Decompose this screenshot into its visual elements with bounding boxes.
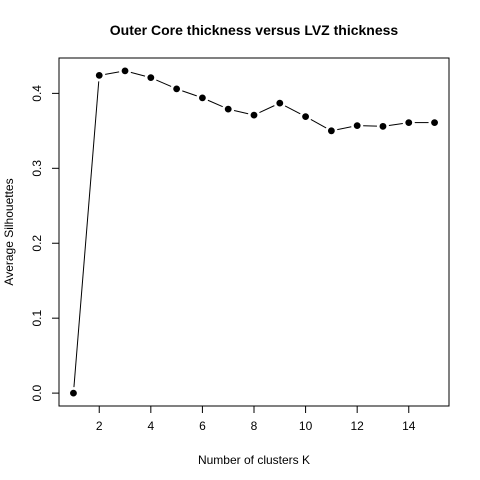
series-segment — [259, 105, 275, 114]
x-tick-label: 2 — [96, 419, 103, 433]
y-tick-label: 0.0 — [30, 384, 44, 401]
x-tick-label: 10 — [299, 419, 313, 433]
series-segment — [337, 126, 352, 131]
data-point — [379, 122, 387, 130]
data-point — [121, 67, 129, 75]
series-segment — [284, 105, 301, 115]
series-layer — [70, 67, 438, 397]
data-point — [173, 85, 181, 93]
data-point — [224, 105, 232, 113]
x-tick-label: 14 — [402, 419, 416, 433]
data-point — [199, 94, 206, 102]
data-point — [250, 111, 258, 119]
data-point — [353, 122, 361, 129]
x-tick-label: 4 — [147, 419, 154, 433]
plot-frame — [58, 57, 450, 407]
series-segment — [130, 71, 146, 77]
x-tick-label: 6 — [199, 419, 206, 433]
series-segment — [233, 109, 249, 115]
data-point — [95, 71, 103, 79]
data-point — [405, 119, 413, 126]
series-segment — [388, 122, 403, 126]
x-tick-label: 12 — [350, 419, 364, 433]
chart-title: Outer Core thickness versus LVZ thicknes… — [110, 22, 399, 38]
series-segment — [105, 71, 120, 75]
data-point — [70, 389, 77, 397]
y-axis: 0.0 0.1 0.2 0.3 0.4 — [30, 85, 60, 401]
data-point — [147, 74, 155, 82]
y-tick-label: 0.2 — [30, 235, 44, 252]
y-tick-label: 0.1 — [30, 310, 44, 327]
series-segment — [310, 119, 327, 129]
data-point — [327, 127, 335, 135]
y-tick-label: 0.4 — [30, 85, 44, 102]
series-segment — [207, 99, 223, 108]
data-point — [431, 119, 438, 126]
series-segment — [156, 79, 172, 87]
y-tick-label: 0.3 — [30, 160, 44, 177]
x-tick-label: 8 — [251, 419, 258, 433]
series-segment — [182, 90, 197, 97]
data-point — [276, 99, 284, 107]
series-segment — [73, 81, 100, 388]
x-axis-label: Number of clusters K — [198, 453, 310, 467]
data-point — [302, 113, 309, 120]
y-axis-label: Average Silhouettes — [2, 178, 16, 285]
x-axis: 2 4 6 8 10 12 14 — [96, 405, 416, 433]
